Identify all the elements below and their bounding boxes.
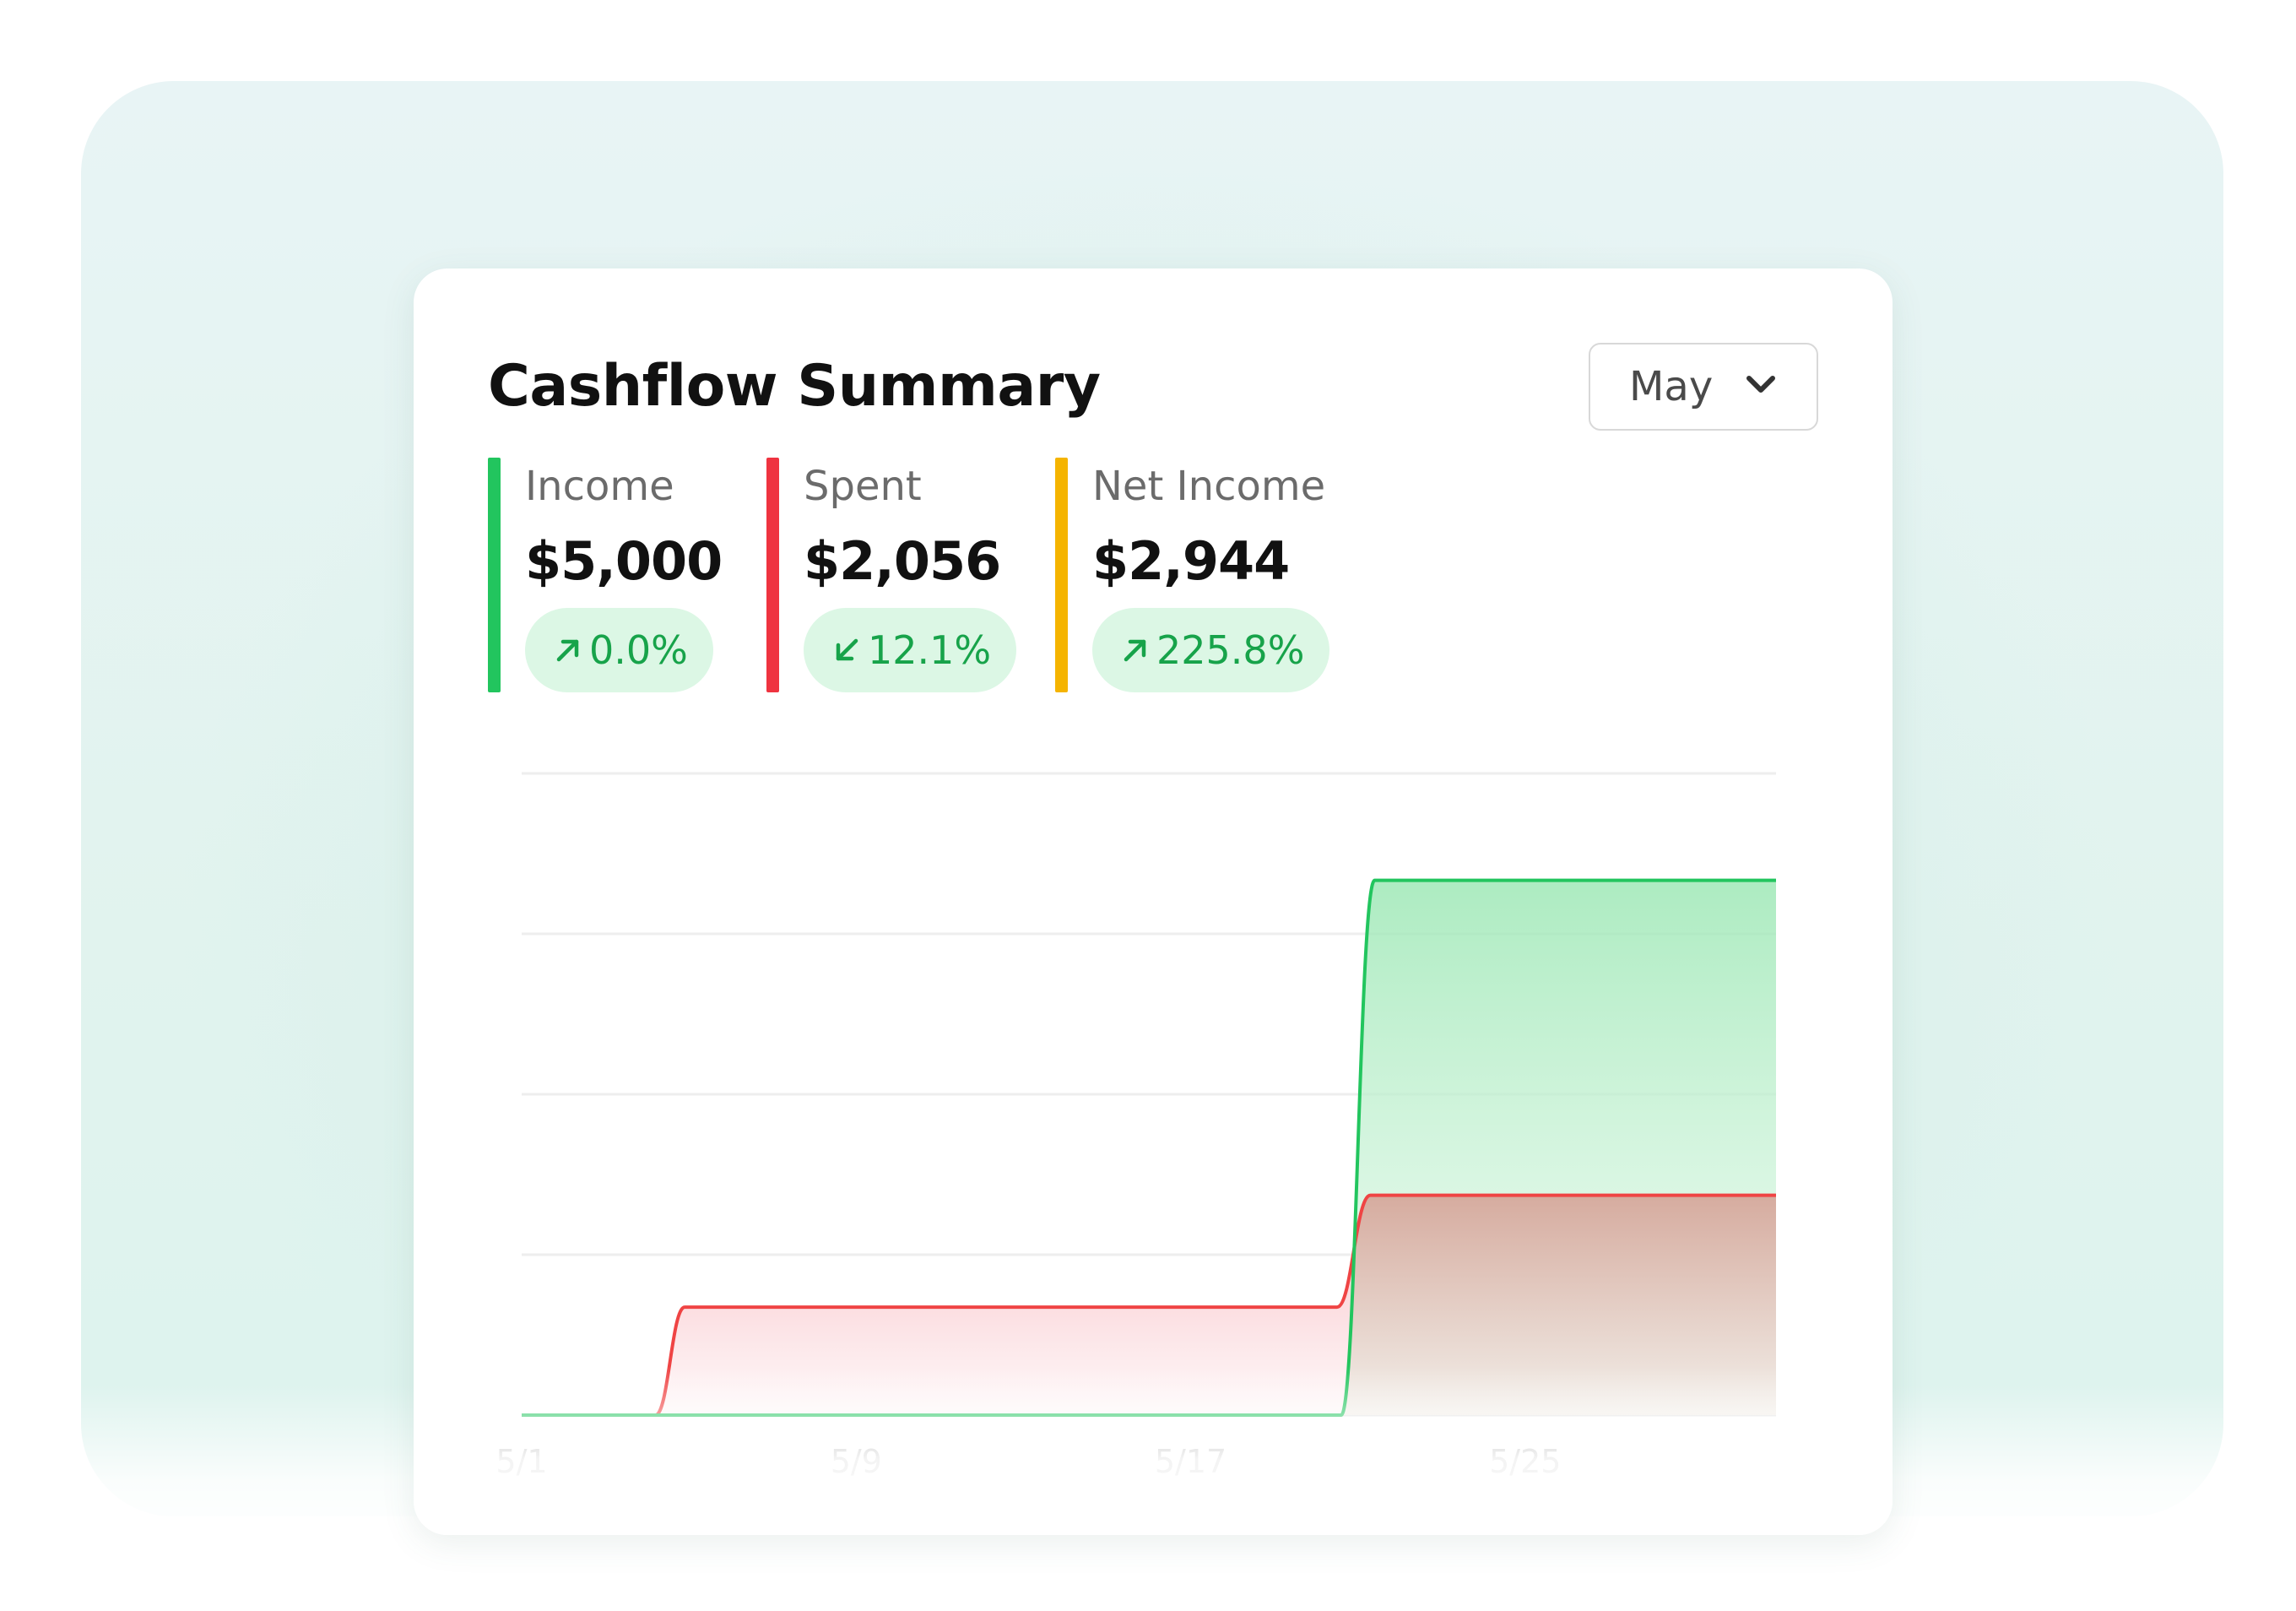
x-tick-label: 5/25 — [1489, 1443, 1561, 1480]
chevron-down-icon — [1746, 376, 1775, 393]
stat-spent-label: Spent — [804, 463, 922, 510]
stat-net-income-value: $2,944 — [1092, 530, 1290, 592]
stat-income-change-badge: 0.0% — [525, 608, 713, 692]
x-tick-label: 5/9 — [831, 1443, 882, 1480]
stat-income-value: $5,000 — [525, 530, 723, 592]
arrow-down-left-icon — [836, 638, 858, 661]
stat-spent-change: 12.1% — [868, 627, 992, 673]
month-select-value: May — [1629, 363, 1714, 410]
x-tick-label: 5/17 — [1155, 1443, 1227, 1480]
card-title: Cashflow Summary — [488, 353, 1101, 420]
arrow-up-right-icon — [556, 639, 579, 662]
stat-income-change: 0.0% — [589, 627, 688, 673]
stat-net-income-change-badge: 225.8% — [1092, 608, 1330, 692]
stat-net-income-label: Net Income — [1092, 463, 1326, 510]
stat-spent-change-badge: 12.1% — [804, 608, 1017, 692]
stat-net-income-change: 225.8% — [1156, 627, 1305, 673]
cashflow-area-chart: 5/1 5/9 5/17 5/25 — [495, 772, 1776, 1480]
stat-spent-value: $2,056 — [804, 530, 1001, 592]
stat-spent-color-bar — [766, 458, 779, 692]
arrow-up-right-icon — [1124, 639, 1146, 662]
stat-income-color-bar — [488, 458, 501, 692]
month-select[interactable]: May — [1589, 343, 1818, 431]
stat-net-income-color-bar — [1055, 458, 1068, 692]
x-tick-label: 5/1 — [495, 1443, 547, 1480]
stat-income-label: Income — [525, 463, 674, 510]
cashflow-summary-card: Cashflow Summary May Income $5,000 0.0% — [414, 268, 1893, 1535]
